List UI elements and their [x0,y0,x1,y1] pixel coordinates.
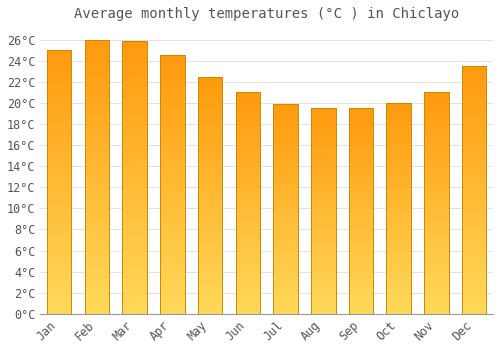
Title: Average monthly temperatures (°C ) in Chiclayo: Average monthly temperatures (°C ) in Ch… [74,7,460,21]
